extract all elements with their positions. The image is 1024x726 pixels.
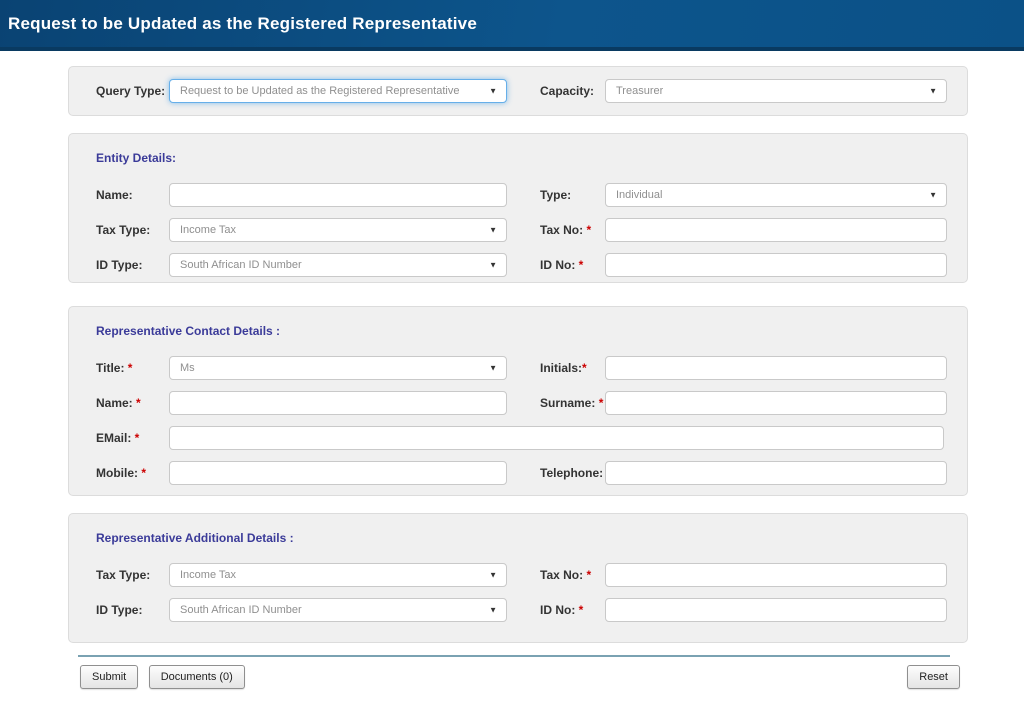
additional-tax-no-label: Tax No: * bbox=[540, 568, 592, 582]
entity-name-label: Name: bbox=[96, 188, 133, 202]
contact-details-panel: Representative Contact Details : Title: … bbox=[68, 306, 968, 496]
dropdown-arrow-icon: ▼ bbox=[489, 605, 497, 615]
contact-mobile-label: Mobile: * bbox=[96, 466, 147, 480]
entity-name-input[interactable] bbox=[169, 183, 507, 207]
contact-initials-input[interactable] bbox=[605, 356, 947, 380]
reset-button[interactable]: Reset bbox=[907, 665, 960, 689]
additional-id-no-input[interactable] bbox=[605, 598, 947, 622]
additional-tax-type-select[interactable]: Income Tax ▼ bbox=[169, 563, 507, 587]
additional-details-heading: Representative Additional Details : bbox=[96, 531, 294, 545]
dropdown-arrow-icon: ▼ bbox=[929, 86, 937, 96]
entity-tax-type-label: Tax Type: bbox=[96, 223, 151, 237]
additional-id-type-select[interactable]: South African ID Number ▼ bbox=[169, 598, 507, 622]
contact-email-input[interactable] bbox=[169, 426, 944, 450]
footer-button-row: Submit Documents (0) Reset bbox=[68, 665, 968, 689]
dropdown-arrow-icon: ▼ bbox=[489, 570, 497, 580]
contact-title-label: Title: * bbox=[96, 361, 133, 375]
entity-tax-no-label: Tax No: * bbox=[540, 223, 592, 237]
capacity-select[interactable]: Treasurer ▼ bbox=[605, 79, 947, 103]
dropdown-arrow-icon: ▼ bbox=[489, 363, 497, 373]
entity-details-panel: Entity Details: Name: Type: Individual ▼… bbox=[68, 133, 968, 283]
entity-type-selected-value: Individual bbox=[616, 189, 663, 201]
contact-telephone-input[interactable] bbox=[605, 461, 947, 485]
entity-id-type-selected-value: South African ID Number bbox=[180, 259, 302, 271]
entity-id-type-label: ID Type: bbox=[96, 258, 143, 272]
contact-initials-label: Initials:* bbox=[540, 361, 587, 375]
entity-details-heading: Entity Details: bbox=[96, 151, 177, 165]
dropdown-arrow-icon: ▼ bbox=[489, 260, 497, 270]
additional-tax-type-label: Tax Type: bbox=[96, 568, 151, 582]
contact-surname-label: Surname: * bbox=[540, 396, 604, 410]
entity-tax-type-selected-value: Income Tax bbox=[180, 224, 237, 236]
submit-button[interactable]: Submit bbox=[80, 665, 139, 689]
contact-mobile-input[interactable] bbox=[169, 461, 507, 485]
contact-telephone-label: Telephone: bbox=[540, 466, 604, 480]
contact-title-selected-value: Ms bbox=[180, 362, 195, 374]
capacity-label: Capacity: bbox=[540, 84, 595, 98]
contact-email-label: EMail: * bbox=[96, 431, 140, 445]
additional-tax-no-input[interactable] bbox=[605, 563, 947, 587]
footer-divider bbox=[78, 655, 950, 657]
entity-tax-type-select[interactable]: Income Tax ▼ bbox=[169, 218, 507, 242]
dropdown-arrow-icon: ▼ bbox=[929, 190, 937, 200]
capacity-selected-value: Treasurer bbox=[616, 85, 664, 97]
additional-id-type-label: ID Type: bbox=[96, 603, 143, 617]
dropdown-arrow-icon: ▼ bbox=[489, 86, 497, 96]
additional-details-panel: Representative Additional Details : Tax … bbox=[68, 513, 968, 643]
additional-tax-type-selected-value: Income Tax bbox=[180, 569, 237, 581]
entity-id-no-input[interactable] bbox=[605, 253, 947, 277]
contact-title-select[interactable]: Ms ▼ bbox=[169, 356, 507, 380]
contact-surname-input[interactable] bbox=[605, 391, 947, 415]
additional-id-type-selected-value: South African ID Number bbox=[180, 604, 302, 616]
page-title: Request to be Updated as the Registered … bbox=[8, 13, 477, 33]
dropdown-arrow-icon: ▼ bbox=[489, 225, 497, 235]
query-type-selected-value: Request to be Updated as the Registered … bbox=[180, 85, 460, 97]
entity-tax-no-input[interactable] bbox=[605, 218, 947, 242]
entity-type-select[interactable]: Individual ▼ bbox=[605, 183, 947, 207]
contact-name-input[interactable] bbox=[169, 391, 507, 415]
entity-type-label: Type: bbox=[540, 188, 572, 202]
contact-name-label: Name: * bbox=[96, 396, 141, 410]
query-type-label: Query Type: bbox=[96, 84, 166, 98]
footer-left-buttons: Submit Documents (0) bbox=[80, 665, 245, 689]
contact-details-heading: Representative Contact Details : bbox=[96, 324, 281, 338]
page-header: Request to be Updated as the Registered … bbox=[0, 0, 1024, 51]
entity-id-type-select[interactable]: South African ID Number ▼ bbox=[169, 253, 507, 277]
form-container: Query Type: Request to be Updated as the… bbox=[68, 66, 968, 689]
documents-button[interactable]: Documents (0) bbox=[148, 665, 245, 689]
query-panel: Query Type: Request to be Updated as the… bbox=[68, 66, 968, 116]
query-type-select[interactable]: Request to be Updated as the Registered … bbox=[169, 79, 507, 103]
additional-id-no-label: ID No: * bbox=[540, 603, 584, 617]
entity-id-no-label: ID No: * bbox=[540, 258, 584, 272]
